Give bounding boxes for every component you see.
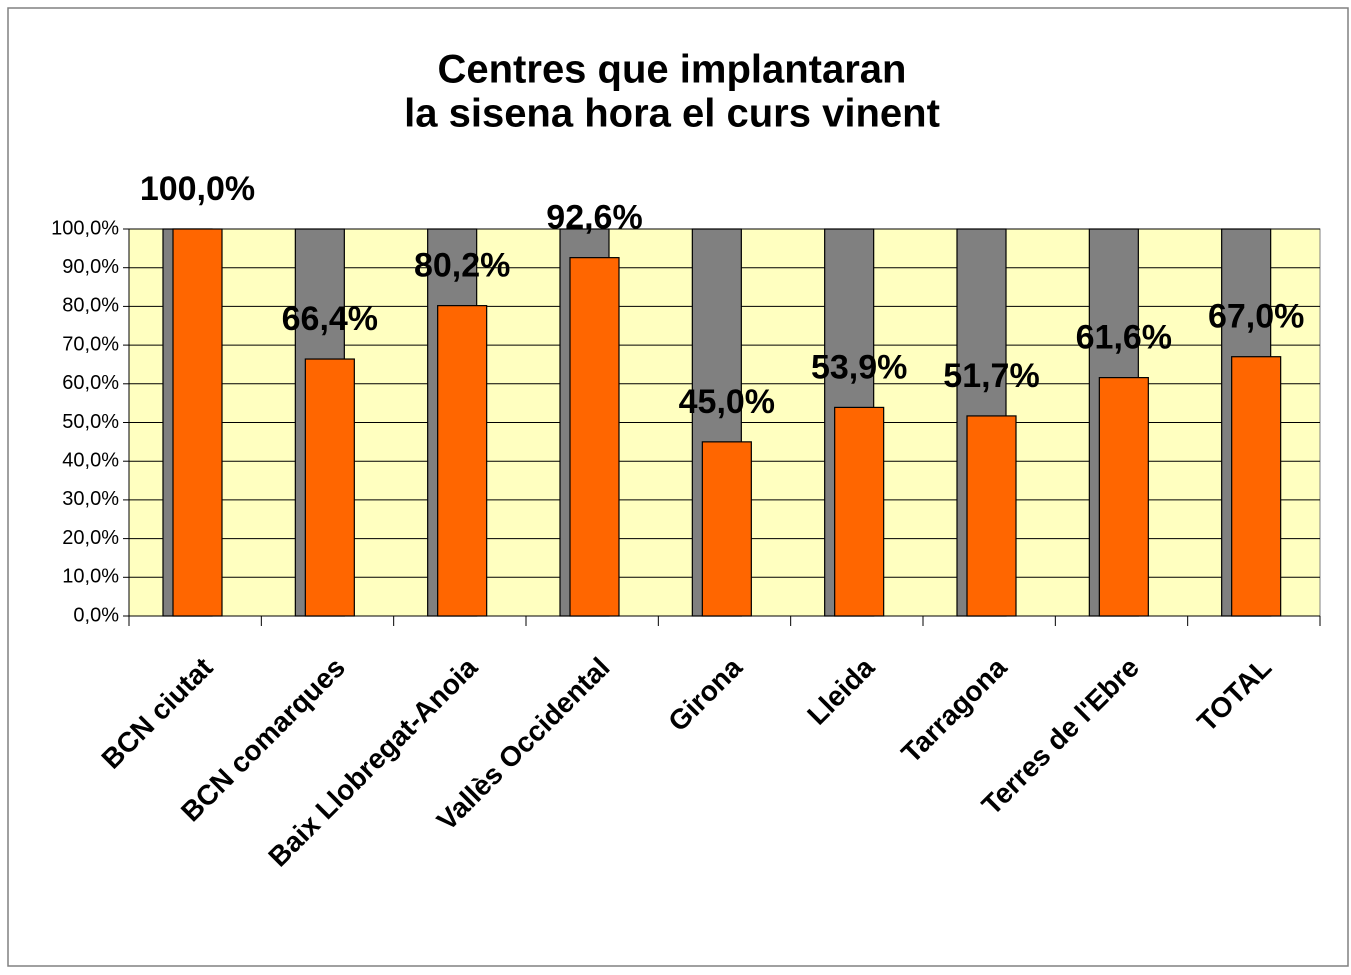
y-tick-label: 50,0%	[62, 411, 119, 433]
y-tick-label: 70,0%	[62, 333, 119, 355]
data-label: 67,0%	[1208, 298, 1304, 336]
data-label: 80,2%	[414, 247, 510, 285]
y-tick-label: 20,0%	[62, 527, 119, 549]
y-tick-label: 100,0%	[51, 217, 119, 239]
bar	[172, 228, 223, 617]
y-tick-label: 10,0%	[62, 566, 119, 588]
y-tick-label: 30,0%	[62, 488, 119, 510]
bar	[701, 441, 752, 617]
bar	[834, 406, 885, 617]
bar	[569, 257, 620, 617]
bar	[1098, 377, 1149, 617]
y-tick-label: 90,0%	[62, 256, 119, 278]
y-tick-label: 80,0%	[62, 295, 119, 317]
data-label: 53,9%	[811, 348, 907, 386]
chart-title: Centres que implantaran	[437, 48, 906, 92]
data-label: 66,4%	[282, 300, 378, 338]
y-tick-label: 40,0%	[62, 449, 119, 471]
data-label: 100,0%	[140, 170, 255, 208]
bar	[304, 358, 355, 617]
data-label: 61,6%	[1076, 319, 1172, 357]
data-label: 45,0%	[679, 383, 775, 421]
y-tick-label: 0,0%	[73, 604, 119, 626]
bar	[966, 415, 1017, 617]
bar	[437, 305, 488, 617]
y-tick-label: 60,0%	[62, 372, 119, 394]
data-label: 51,7%	[943, 357, 1039, 395]
bar	[1231, 356, 1282, 617]
data-label: 92,6%	[546, 199, 642, 237]
chart-title: la sisena hora el curs vinent	[404, 92, 940, 136]
